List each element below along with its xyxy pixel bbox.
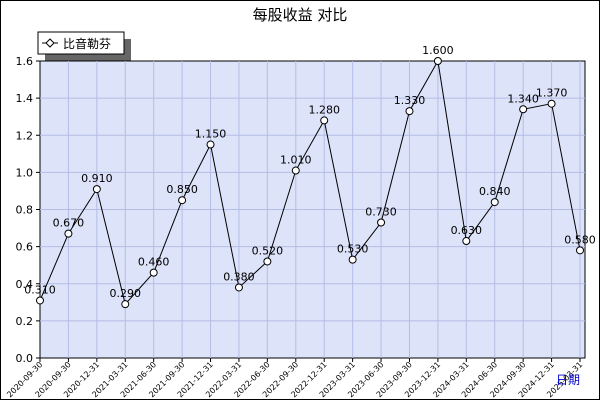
data-point <box>64 229 73 238</box>
legend: 比音勒芬 <box>37 31 131 61</box>
data-label: 1.010 <box>280 154 312 167</box>
data-point <box>263 257 272 266</box>
data-point <box>377 218 386 227</box>
data-label: 0.910 <box>81 172 113 185</box>
data-point <box>405 107 414 116</box>
series-line <box>39 59 581 306</box>
data-point <box>490 198 499 207</box>
data-label: 1.150 <box>195 128 227 141</box>
data-label: 0.850 <box>166 183 198 196</box>
grid-lines <box>40 61 585 358</box>
y-axis-ticks: 0.0 0.2 0.4 0.6 0.8 1.0 1.2 1.4 1.6 <box>16 55 40 365</box>
data-label: 0.840 <box>479 185 511 198</box>
y-tick-label: 0.8 <box>16 204 34 217</box>
x-axis-label: 日期 <box>556 373 580 387</box>
data-point <box>519 105 528 114</box>
data-point <box>178 196 187 205</box>
data-label: 0.380 <box>223 270 255 283</box>
y-tick-label: 0.0 <box>16 352 34 365</box>
data-point <box>320 116 329 125</box>
y-tick-label: 0.6 <box>16 241 34 254</box>
data-label: 1.340 <box>507 92 539 105</box>
data-point <box>462 237 471 246</box>
data-label: 1.330 <box>394 94 426 107</box>
data-point <box>433 57 442 65</box>
data-label: 0.670 <box>53 217 85 230</box>
data-point <box>36 296 44 305</box>
data-label: 0.290 <box>110 287 142 300</box>
data-point <box>121 300 130 309</box>
data-label: 1.600 <box>422 44 454 57</box>
y-tick-label: 1.2 <box>16 129 34 142</box>
data-point <box>348 255 357 264</box>
y-tick-label: 1.6 <box>16 55 34 68</box>
data-point <box>547 99 556 108</box>
diamond-marker-icon <box>45 38 55 48</box>
data-label: 0.630 <box>451 224 483 237</box>
data-point <box>149 268 158 277</box>
data-point <box>92 185 101 194</box>
data-label: 0.310 <box>24 283 56 296</box>
data-points <box>36 57 584 309</box>
data-label: 1.370 <box>536 87 568 100</box>
y-tick-label: 0.2 <box>16 315 34 328</box>
x-axis-ticks: 2020-09-302020-09-302020-12-312021-03-31… <box>5 358 584 399</box>
data-label: 1.280 <box>308 103 340 116</box>
data-label: 0.730 <box>365 205 397 218</box>
data-point <box>291 166 300 175</box>
legend-box <box>37 31 125 55</box>
data-point <box>234 283 243 292</box>
data-label: 0.520 <box>252 244 284 257</box>
y-tick-label: 1.4 <box>16 92 34 105</box>
chart-title: 每股收益 对比 <box>253 6 348 24</box>
data-point <box>576 246 584 255</box>
y-tick-label: 1.0 <box>16 166 34 179</box>
data-label: 0.460 <box>138 256 170 269</box>
data-point <box>206 140 215 149</box>
y-tick-label: 0.4 <box>16 278 34 291</box>
data-label: 0.580 <box>564 233 596 246</box>
data-label: 0.530 <box>337 243 369 256</box>
data-labels: 0.310 0.670 0.910 0.290 0.460 0.850 1.150 0.380… <box>24 44 596 300</box>
legend-item-label: 比音勒芬 <box>63 36 111 51</box>
